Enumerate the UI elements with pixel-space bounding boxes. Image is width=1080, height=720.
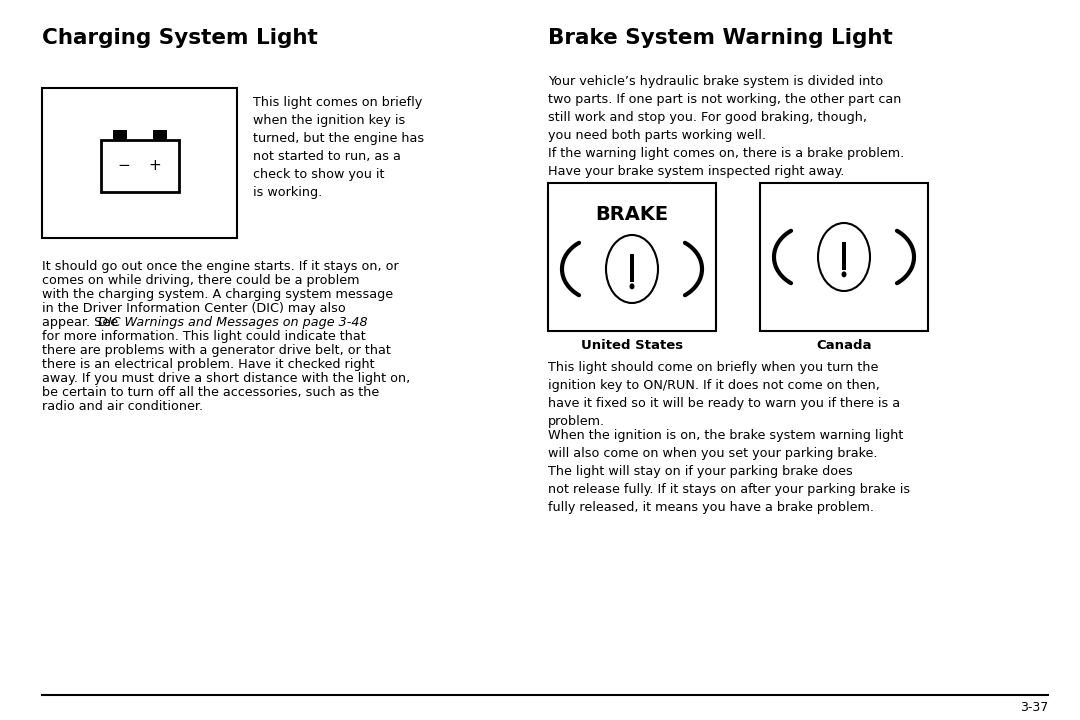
- Text: there are problems with a generator drive belt, or that: there are problems with a generator driv…: [42, 344, 391, 357]
- Bar: [630, 253, 634, 282]
- Text: Brake System Warning Light: Brake System Warning Light: [548, 28, 893, 48]
- Ellipse shape: [606, 235, 658, 303]
- Text: −: −: [118, 158, 131, 174]
- Bar: [548, 183, 716, 331]
- Text: BRAKE: BRAKE: [595, 205, 669, 225]
- Bar: [42, 88, 237, 238]
- Bar: [100, 140, 178, 192]
- Text: Charging System Light: Charging System Light: [42, 28, 318, 48]
- Text: be certain to turn off all the accessories, such as the: be certain to turn off all the accessori…: [42, 386, 379, 399]
- Bar: [760, 183, 928, 331]
- Text: This light should come on briefly when you turn the
ignition key to ON/RUN. If i: This light should come on briefly when y…: [548, 361, 900, 428]
- Bar: [152, 130, 166, 140]
- Text: DIC Warnings and Messages on page 3-48: DIC Warnings and Messages on page 3-48: [98, 316, 367, 329]
- Text: United States: United States: [581, 339, 683, 352]
- Text: appear. See: appear. See: [42, 316, 122, 329]
- Text: This light comes on briefly
when the ignition key is
turned, but the engine has
: This light comes on briefly when the ign…: [253, 96, 424, 199]
- Ellipse shape: [841, 271, 847, 277]
- Bar: [841, 242, 847, 269]
- Text: When the ignition is on, the brake system warning light
will also come on when y: When the ignition is on, the brake syste…: [548, 429, 910, 514]
- Text: Canada: Canada: [816, 339, 872, 352]
- Text: comes on while driving, there could be a problem: comes on while driving, there could be a…: [42, 274, 360, 287]
- Text: Your vehicle’s hydraulic brake system is divided into
two parts. If one part is : Your vehicle’s hydraulic brake system is…: [548, 75, 902, 142]
- Bar: [112, 130, 126, 140]
- Text: It should go out once the engine starts. If it stays on, or: It should go out once the engine starts.…: [42, 260, 399, 273]
- Text: radio and air conditioner.: radio and air conditioner.: [42, 400, 203, 413]
- Ellipse shape: [630, 284, 635, 289]
- Ellipse shape: [818, 223, 870, 291]
- Text: If the warning light comes on, there is a brake problem.
Have your brake system : If the warning light comes on, there is …: [548, 147, 904, 178]
- Text: for more information. This light could indicate that: for more information. This light could i…: [42, 330, 366, 343]
- Text: in the Driver Information Center (DIC) may also: in the Driver Information Center (DIC) m…: [42, 302, 346, 315]
- Text: away. If you must drive a short distance with the light on,: away. If you must drive a short distance…: [42, 372, 410, 385]
- Text: there is an electrical problem. Have it checked right: there is an electrical problem. Have it …: [42, 358, 375, 371]
- Text: 3-37: 3-37: [1020, 701, 1048, 714]
- Text: with the charging system. A charging system message: with the charging system. A charging sys…: [42, 288, 393, 301]
- Text: +: +: [149, 158, 162, 174]
